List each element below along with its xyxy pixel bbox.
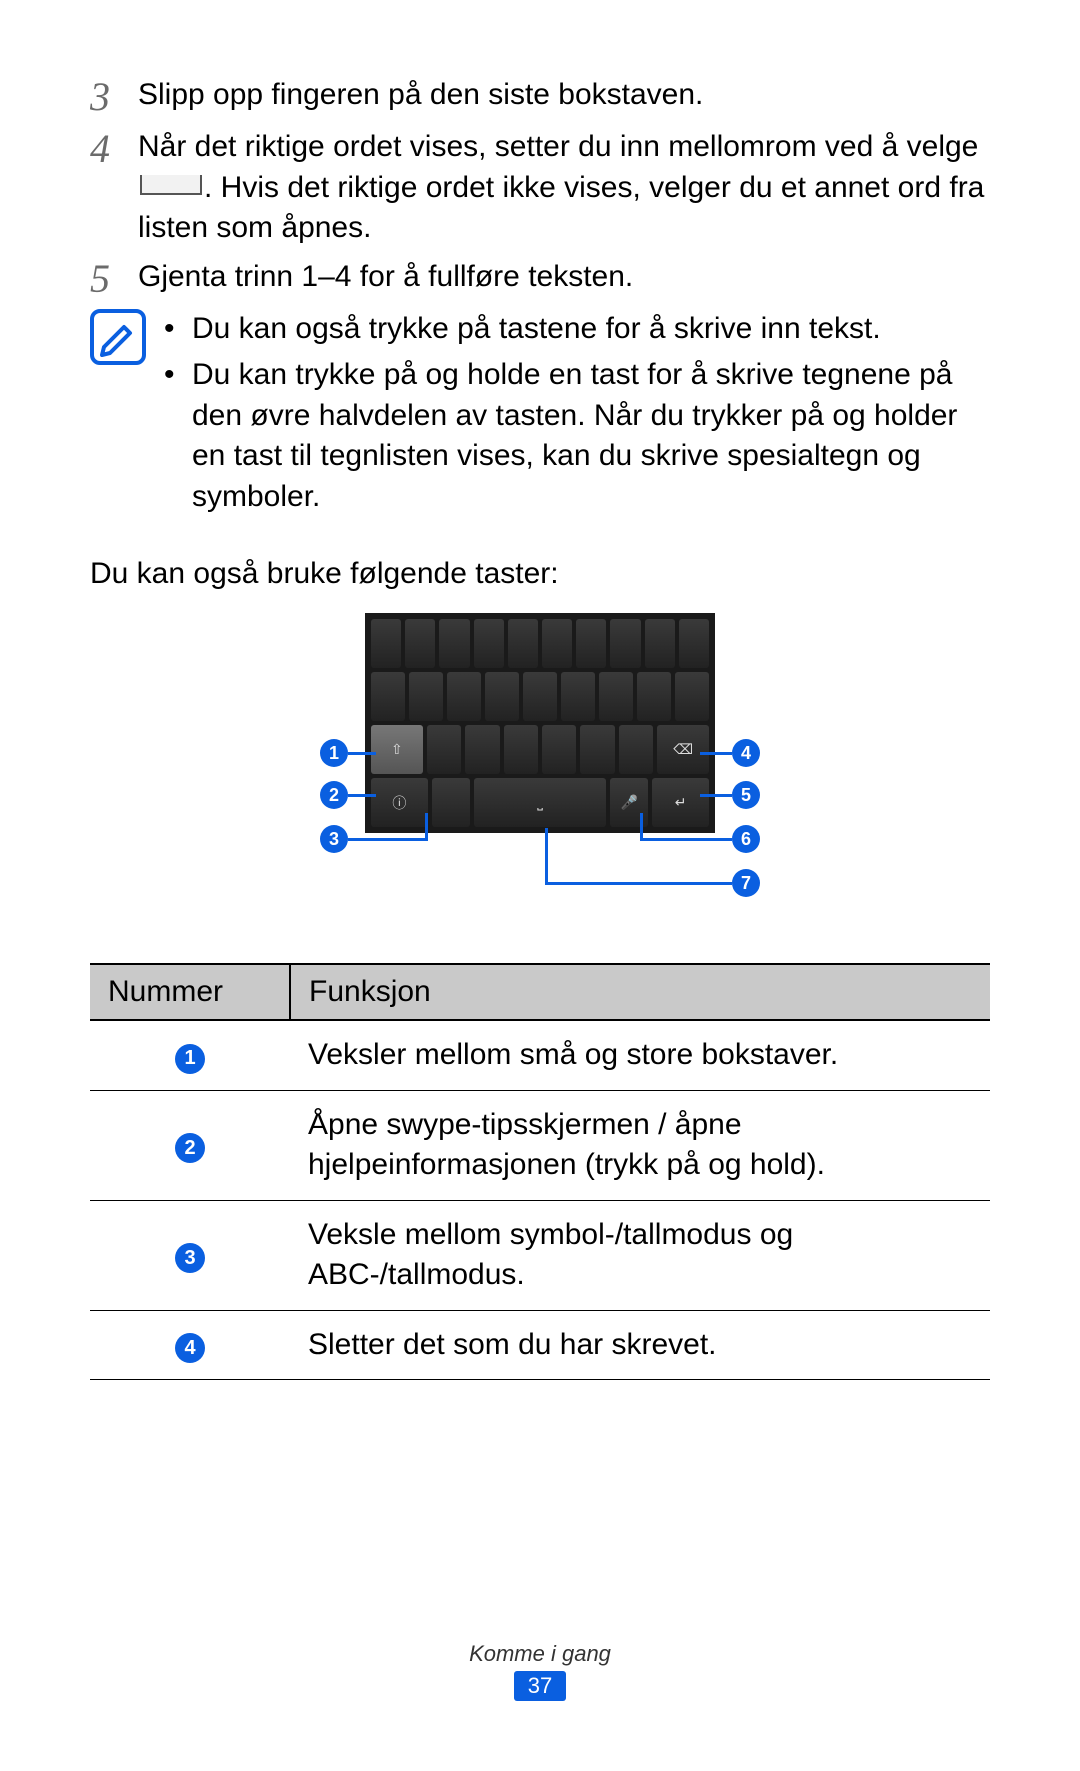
table-cell-function: Sletter det som du har skrevet. <box>290 1310 990 1380</box>
steps-list: 3Slipp opp fingeren på den siste bokstav… <box>90 75 990 301</box>
step-text: Når det riktige ordet vises, setter du i… <box>138 127 990 249</box>
shift-key: ⇧ <box>371 725 423 774</box>
callout-7: 7 <box>732 869 760 897</box>
table-cell-number: 1 <box>90 1020 290 1090</box>
number-badge: 2 <box>175 1133 205 1163</box>
enter-key: ↵ <box>652 778 709 827</box>
keyboard-image: ⇧⌫ ⓘ⎵🎤↵ <box>365 613 715 833</box>
step-item: 3Slipp opp fingeren på den siste bokstav… <box>90 75 990 119</box>
step-number: 4 <box>90 127 138 171</box>
callout-6: 6 <box>732 825 760 853</box>
callout-1: 1 <box>320 739 348 767</box>
space-key: ⎵ <box>474 778 607 827</box>
table-cell-function: Åpne swype-tipsskjermen / åpne hjelpeinf… <box>290 1090 990 1200</box>
note-text: Du kan også trykke på tastene for å skri… <box>192 309 881 350</box>
note-item: •Du kan også trykke på tastene for å skr… <box>164 309 990 350</box>
callout-2: 2 <box>320 781 348 809</box>
table-row: 2 Åpne swype-tipsskjermen / åpne hjelpein… <box>90 1090 990 1200</box>
callout-5: 5 <box>732 781 760 809</box>
number-badge: 3 <box>175 1243 205 1273</box>
backspace-key: ⌫ <box>657 725 709 774</box>
note-list: •Du kan også trykke på tastene for å skr… <box>164 309 990 524</box>
callout-4: 4 <box>732 739 760 767</box>
table-cell-number: 4 <box>90 1310 290 1380</box>
callout-3: 3 <box>320 825 348 853</box>
function-table: Nummer Funksjon 1 Veksler mellom små og s… <box>90 963 990 1380</box>
step-text: Gjenta trinn 1–4 for å fullføre teksten. <box>138 257 990 298</box>
note-item: •Du kan trykke på og holde en tast for å… <box>164 355 990 517</box>
page-content: 3Slipp opp fingeren på den siste bokstav… <box>0 0 1080 1380</box>
bullet-icon: • <box>164 355 192 517</box>
table-cell-function: Veksler mellom små og store bokstaver. <box>290 1020 990 1090</box>
table-row: 1 Veksler mellom små og store bokstaver. <box>90 1020 990 1090</box>
step-text: Slipp opp fingeren på den siste bokstave… <box>138 75 990 116</box>
keyboard-diagram: ⇧⌫ ⓘ⎵🎤↵ 1 2 3 4 5 6 7 <box>290 613 790 923</box>
number-badge: 1 <box>175 1044 205 1074</box>
step-number: 3 <box>90 75 138 119</box>
mode-key <box>432 778 470 827</box>
step-item: 4Når det riktige ordet vises, setter du … <box>90 127 990 249</box>
intro-text: Du kan også bruke følgende taster: <box>90 557 990 591</box>
page-footer: Komme i gang 37 <box>0 1641 1080 1701</box>
table-cell-number: 2 <box>90 1090 290 1200</box>
footer-section: Komme i gang <box>0 1641 1080 1667</box>
number-badge: 4 <box>175 1333 205 1363</box>
table-cell-function: Veksle mellom symbol-/tallmodus og ABC-/… <box>290 1200 990 1310</box>
table-row: 3 Veksle mellom symbol-/tallmodus og ABC-… <box>90 1200 990 1310</box>
bullet-icon: • <box>164 309 192 350</box>
note-block: •Du kan også trykke på tastene for å skr… <box>90 309 990 524</box>
note-text: Du kan trykke på og holde en tast for å … <box>192 355 990 517</box>
table-cell-number: 3 <box>90 1200 290 1310</box>
table-header-function: Funksjon <box>290 964 990 1020</box>
page-number: 37 <box>514 1671 566 1701</box>
spacebar-icon <box>140 175 202 195</box>
step-item: 5Gjenta trinn 1–4 for å fullføre teksten… <box>90 257 990 301</box>
swype-key: ⓘ <box>371 778 428 827</box>
step-number: 5 <box>90 257 138 301</box>
note-icon <box>90 309 146 365</box>
table-row: 4 Sletter det som du har skrevet. <box>90 1310 990 1380</box>
table-header-number: Nummer <box>90 964 290 1020</box>
